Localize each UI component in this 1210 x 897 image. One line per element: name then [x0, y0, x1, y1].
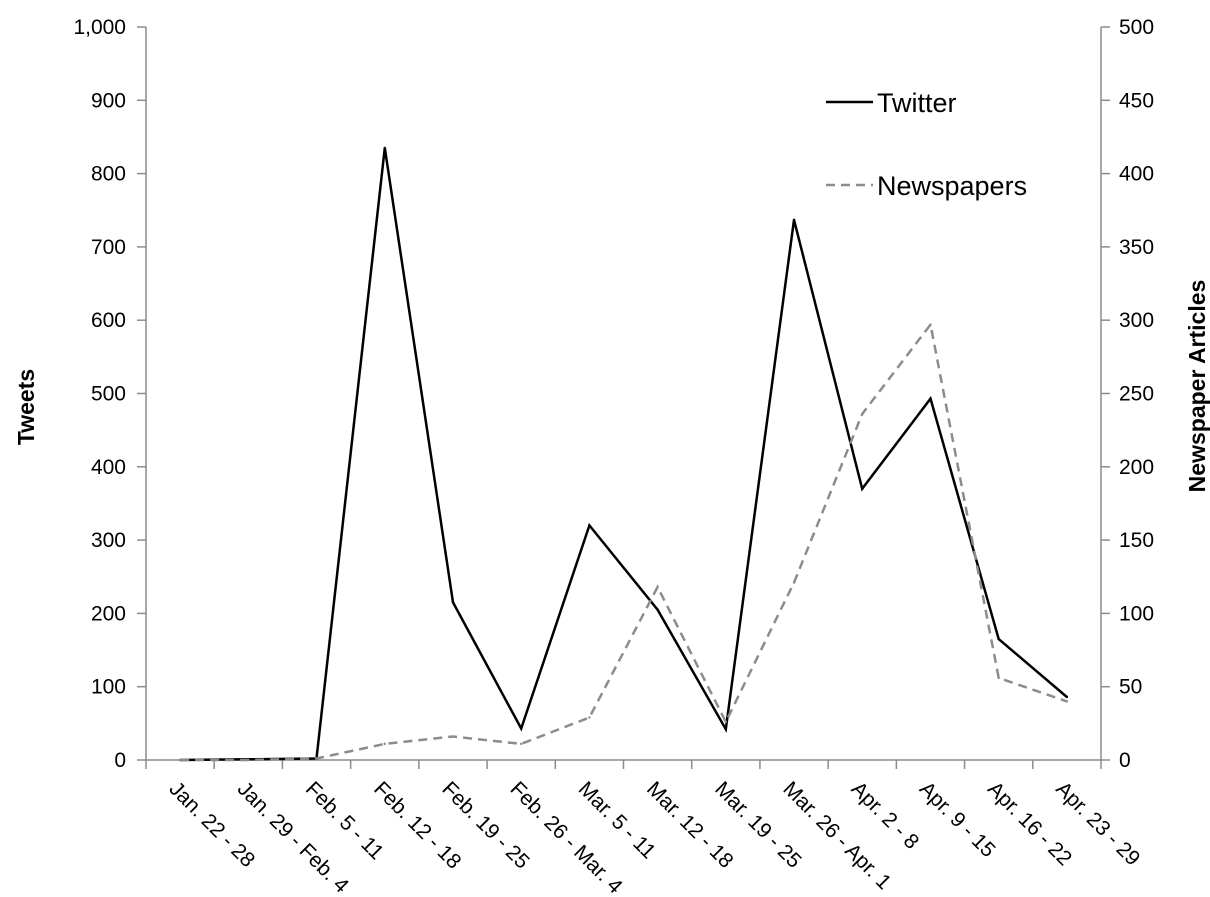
data-point-newspapers [724, 720, 728, 724]
y2-tick-label: 350 [1119, 236, 1154, 259]
y2-axis-title: Newspaper Articles [1184, 280, 1210, 493]
data-point-newspapers [519, 742, 523, 746]
y2-tick-label: 500 [1119, 16, 1154, 39]
y-tick-label: 500 [91, 383, 126, 406]
data-point-twitter [588, 524, 591, 527]
data-point-twitter [861, 487, 864, 490]
y-tick-label: 300 [91, 529, 126, 552]
y-tick-label: 1,000 [73, 16, 126, 39]
legend-label-twitter: Twitter [877, 88, 957, 118]
data-point-newspapers [178, 758, 182, 762]
data-point-twitter [519, 727, 523, 730]
data-point-newspapers [383, 742, 386, 746]
y-tick-label: 600 [91, 309, 126, 332]
data-point-twitter [792, 218, 796, 221]
data-point-newspapers [451, 735, 455, 738]
y2-tick-label: 200 [1119, 456, 1154, 479]
data-point-newspapers [1065, 700, 1069, 703]
y2-tick-label: 100 [1119, 602, 1154, 625]
data-point-newspapers [247, 758, 250, 762]
y-tick-label: 900 [91, 89, 126, 112]
y-tick-label: 700 [91, 236, 126, 259]
right-axis-ticks: 0 50 100 150 200 250 300 350 400 450 500 [1101, 16, 1154, 772]
legend-label-newspapers: Newspapers [877, 171, 1027, 201]
data-point-newspapers [656, 585, 659, 589]
y2-tick-label: 300 [1119, 309, 1154, 332]
y-tick-label: 400 [91, 456, 126, 479]
data-point-newspapers [861, 412, 864, 416]
data-point-twitter [929, 397, 932, 400]
axes [145, 27, 1102, 761]
data-point-twitter [724, 728, 728, 731]
y2-tick-label: 450 [1119, 89, 1154, 112]
data-point-twitter [1065, 695, 1069, 699]
y-tick-label: 800 [91, 163, 126, 186]
y-tick-label: 100 [91, 676, 126, 699]
data-point-twitter [997, 637, 1000, 641]
data-point-newspapers [588, 716, 591, 719]
data-point-newspapers [997, 676, 1000, 680]
left-axis-ticks: 0 100 200 300 400 500 600 700 800 900 1,000 [73, 16, 146, 772]
data-point-newspapers [315, 757, 318, 760]
y-tick-label: 200 [91, 602, 126, 625]
y2-tick-label: 400 [1119, 163, 1154, 186]
y-tick-label: 0 [114, 749, 126, 772]
y2-tick-label: 150 [1119, 529, 1154, 552]
y2-tick-label: 0 [1119, 749, 1131, 772]
data-point-newspapers [929, 323, 932, 326]
y2-tick-label: 50 [1119, 676, 1142, 699]
legend: Twitter Newspapers [826, 88, 1027, 201]
data-point-twitter [656, 608, 659, 611]
data-point-twitter [451, 601, 455, 604]
series-lines [178, 146, 1069, 762]
data-point-newspapers [792, 581, 796, 584]
series-line-twitter [180, 147, 1068, 762]
y2-tick-label: 250 [1119, 383, 1154, 406]
series-line-newspapers [180, 321, 1068, 762]
y-axis-title: Tweets [13, 369, 39, 445]
data-point-twitter [383, 146, 386, 150]
